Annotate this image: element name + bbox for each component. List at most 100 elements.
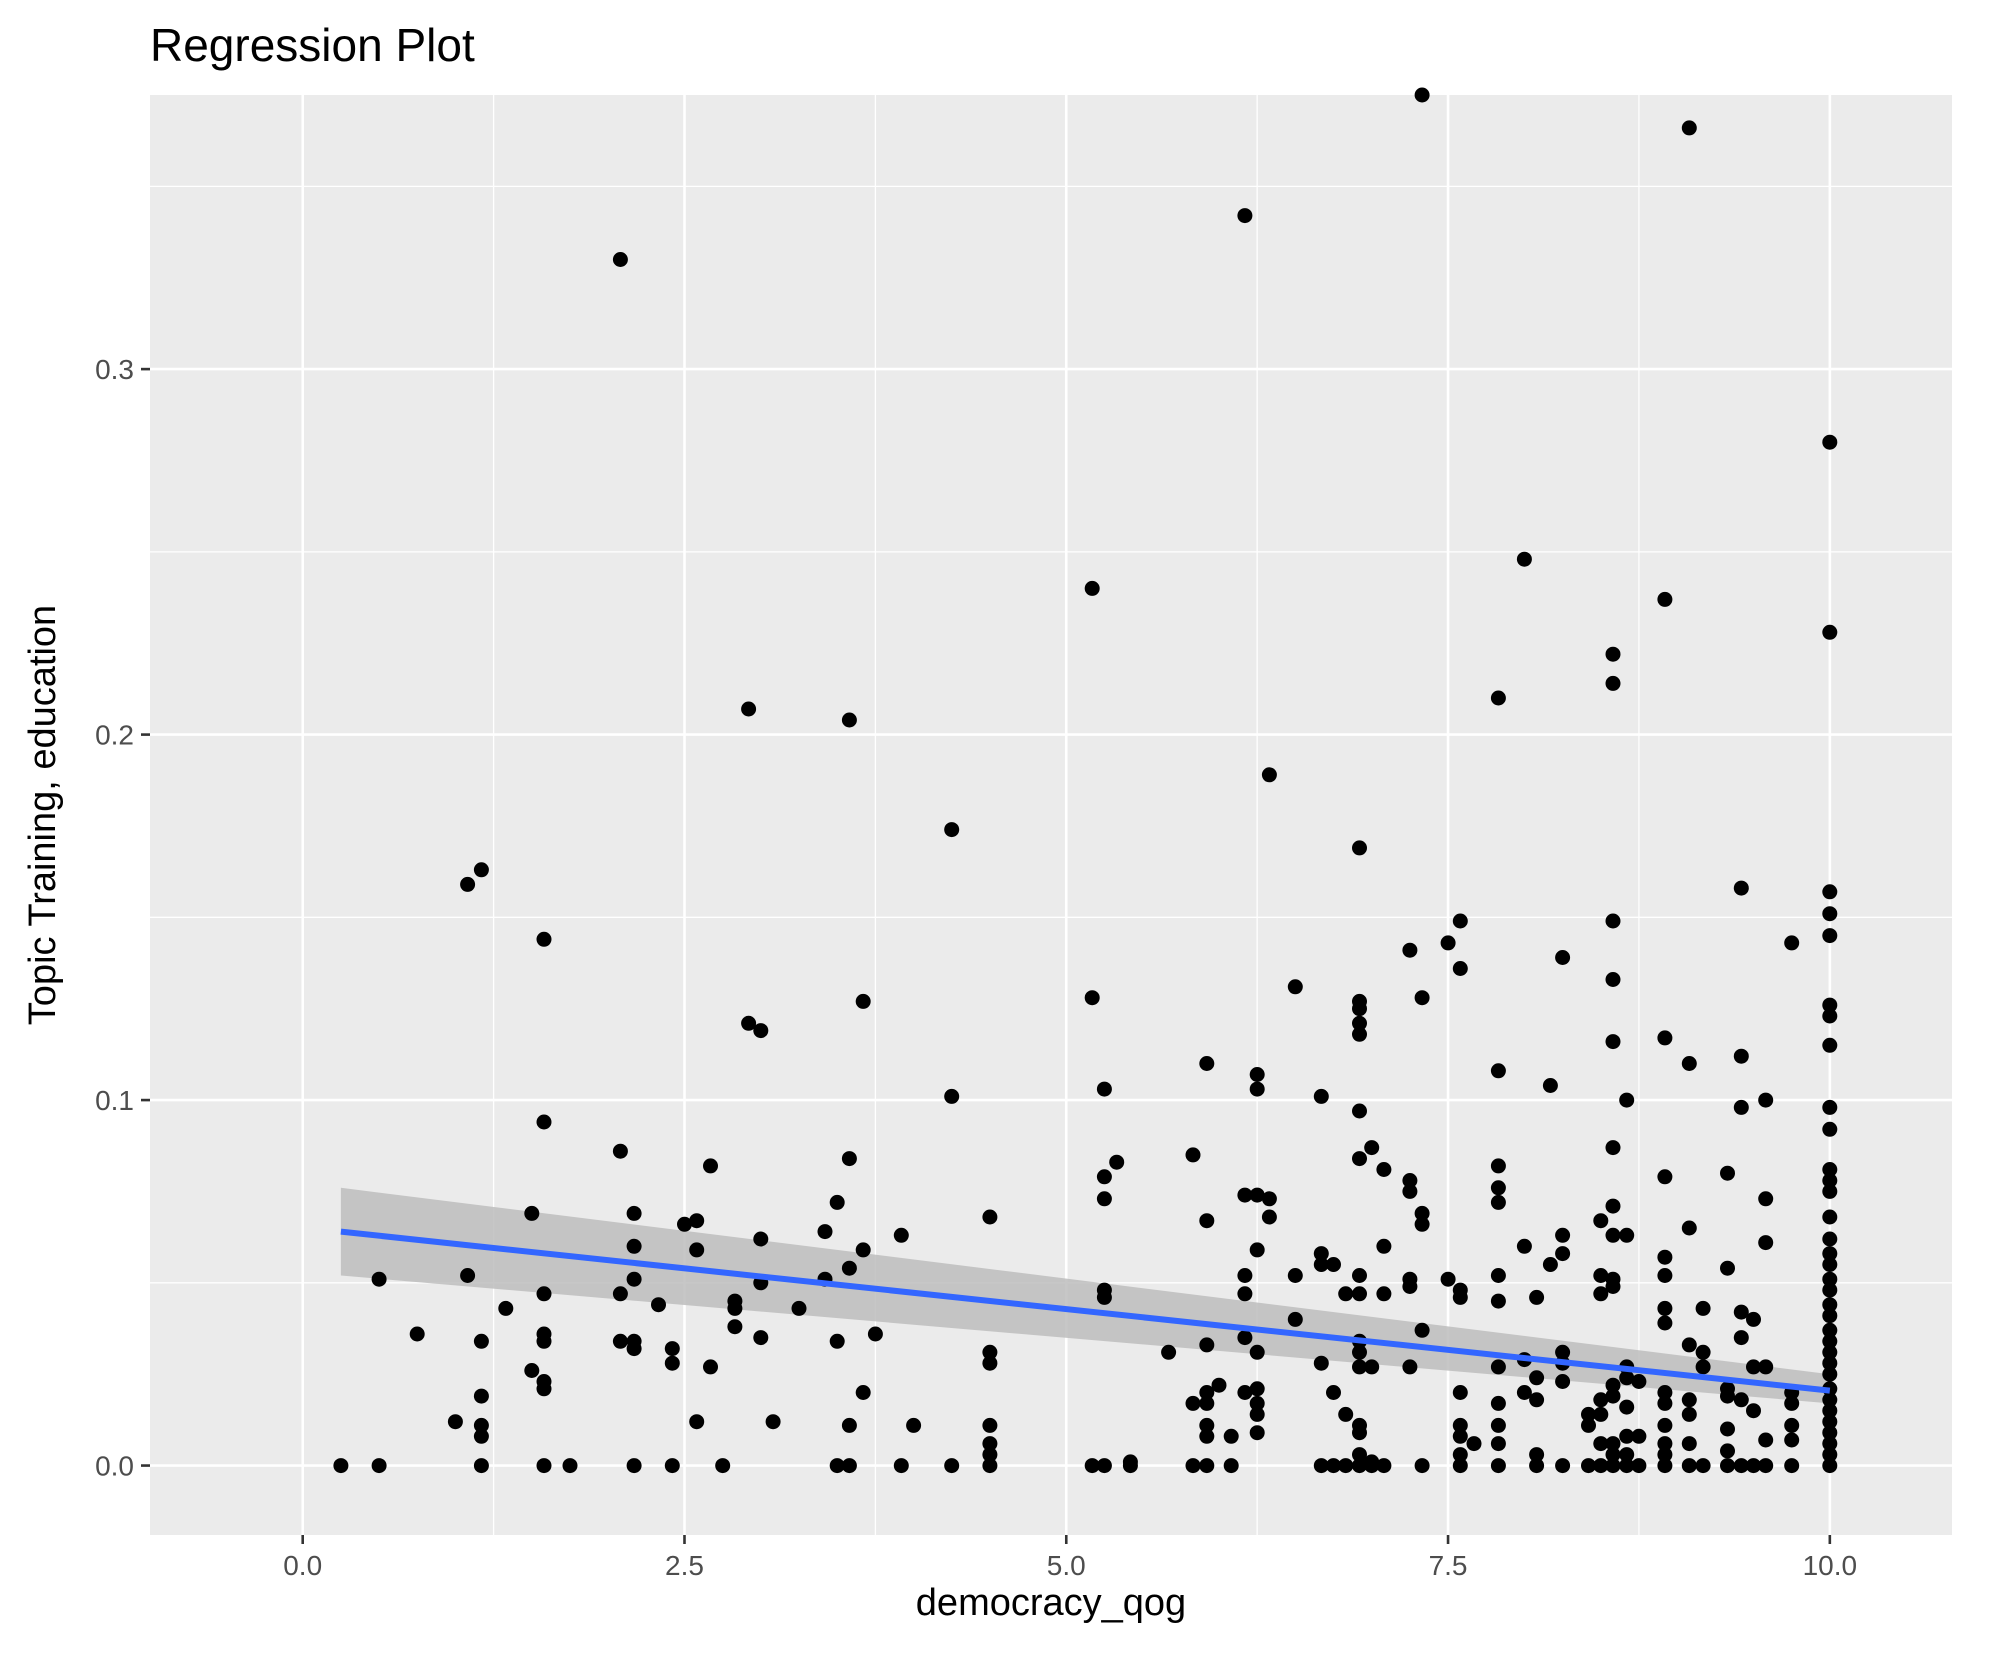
data-point — [765, 1414, 781, 1430]
data-point — [1657, 1436, 1673, 1452]
data-point — [1758, 1432, 1774, 1448]
data-point — [1657, 1447, 1673, 1463]
data-point — [626, 1205, 642, 1221]
data-point — [1452, 1417, 1468, 1433]
data-point — [1681, 120, 1697, 136]
data-point — [1822, 906, 1838, 922]
data-point — [536, 1114, 552, 1130]
data-point — [473, 1388, 489, 1404]
data-point — [1249, 1242, 1265, 1258]
data-point — [1619, 1428, 1635, 1444]
data-point — [1223, 1428, 1239, 1444]
data-point — [1490, 1158, 1506, 1174]
data-point — [1352, 1344, 1367, 1360]
data-point — [1681, 1406, 1697, 1422]
data-point — [1516, 1385, 1532, 1400]
data-point — [626, 1458, 642, 1474]
data-point — [1452, 1447, 1468, 1463]
data-point — [1784, 1458, 1800, 1474]
data-point — [536, 1286, 552, 1302]
data-point — [1619, 1458, 1635, 1474]
data-point — [1096, 1169, 1112, 1185]
data-point — [460, 876, 476, 892]
data-point — [1695, 1359, 1711, 1375]
data-point — [1605, 1198, 1621, 1214]
data-point — [1199, 1417, 1215, 1433]
data-point — [1490, 1436, 1506, 1452]
data-point — [1249, 1081, 1265, 1097]
data-point — [867, 1326, 883, 1342]
data-point — [982, 1209, 998, 1225]
data-point — [829, 1458, 845, 1474]
data-point — [447, 1414, 463, 1430]
data-point — [1822, 1414, 1838, 1430]
data-point — [841, 1260, 857, 1276]
data-point — [536, 1333, 552, 1349]
data-point — [371, 1458, 387, 1474]
data-point — [1352, 1001, 1367, 1017]
data-point — [1822, 997, 1838, 1013]
data-point — [498, 1300, 514, 1316]
data-point — [1695, 1344, 1711, 1360]
data-point — [1338, 1458, 1354, 1474]
data-point — [612, 1143, 628, 1159]
data-point — [1490, 1395, 1506, 1411]
x-axis-title: democracy_qog — [916, 1582, 1186, 1624]
data-point — [536, 1458, 552, 1474]
data-point — [1490, 1359, 1506, 1375]
data-point — [1237, 208, 1253, 224]
data-point — [689, 1242, 705, 1258]
data-point — [1402, 1279, 1418, 1294]
data-point — [1352, 1359, 1367, 1375]
data-point — [1733, 1392, 1749, 1408]
data-point — [1352, 840, 1367, 856]
data-point — [817, 1224, 833, 1240]
data-point — [1249, 1395, 1265, 1411]
data-point — [1619, 1399, 1635, 1415]
data-point — [1720, 1165, 1735, 1181]
data-point — [893, 1227, 909, 1243]
data-point — [1657, 591, 1673, 607]
data-points — [333, 87, 1838, 1474]
data-point — [1758, 1092, 1774, 1108]
data-point — [1352, 1425, 1367, 1441]
data-point — [1261, 1209, 1277, 1225]
data-point — [1199, 1213, 1215, 1229]
data-point — [1352, 1103, 1367, 1119]
x-tick-label: 7.5 — [1429, 1550, 1468, 1581]
data-point — [906, 1417, 922, 1433]
data-point — [689, 1213, 705, 1229]
data-point — [855, 1385, 871, 1400]
data-point — [1452, 913, 1468, 929]
data-point — [829, 1194, 845, 1210]
data-point — [1185, 1395, 1201, 1411]
data-point — [944, 822, 960, 838]
data-point — [1249, 1425, 1265, 1441]
data-point — [562, 1458, 578, 1474]
data-point — [536, 1381, 552, 1397]
data-point — [893, 1458, 909, 1474]
data-point — [473, 1428, 489, 1444]
data-point — [703, 1359, 718, 1375]
data-point — [1822, 1008, 1838, 1024]
data-point — [1261, 767, 1277, 783]
data-point — [753, 1231, 769, 1247]
data-point — [1733, 1330, 1749, 1346]
data-point — [1681, 1220, 1697, 1236]
data-point — [1784, 1432, 1800, 1448]
y-tick-label: 0.3 — [95, 354, 134, 385]
data-point — [1237, 1187, 1253, 1203]
data-point — [1822, 1366, 1838, 1382]
data-point — [1287, 1311, 1303, 1327]
data-point — [1733, 1458, 1749, 1474]
data-point — [1822, 1403, 1838, 1419]
data-point — [1720, 1388, 1735, 1404]
data-point — [1542, 1078, 1558, 1093]
data-point — [651, 1297, 666, 1313]
data-point — [1261, 1191, 1277, 1207]
data-point — [1605, 1227, 1621, 1243]
data-point — [1237, 1268, 1253, 1283]
data-point — [1605, 972, 1621, 987]
data-point — [1733, 880, 1749, 896]
